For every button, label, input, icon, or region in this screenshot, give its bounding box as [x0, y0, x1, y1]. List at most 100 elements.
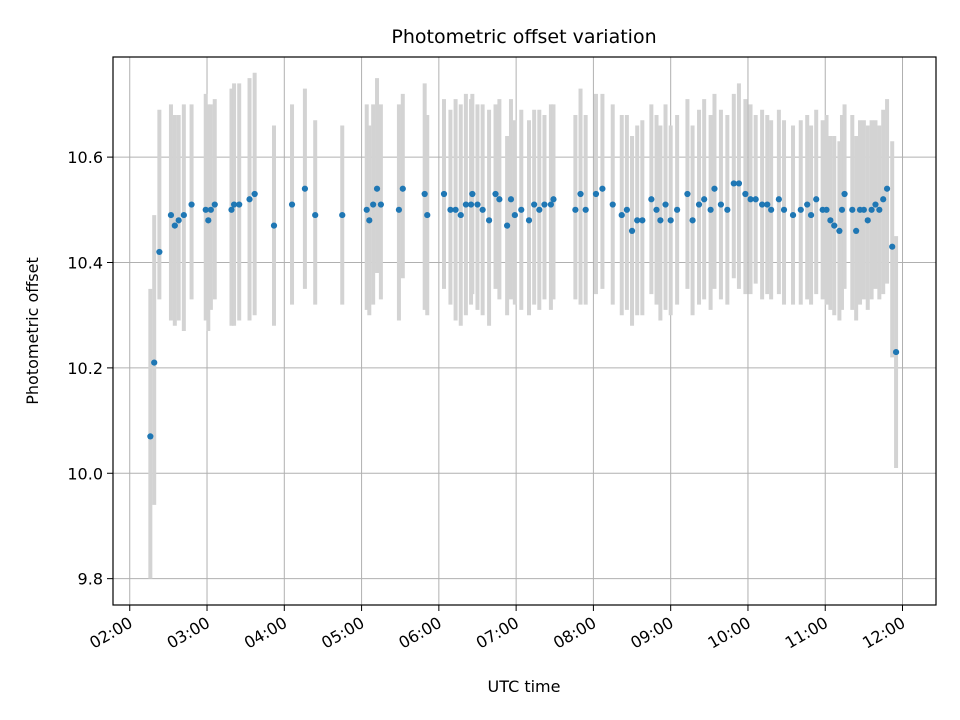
data-point — [518, 206, 525, 213]
data-point — [228, 206, 235, 213]
data-point — [768, 206, 775, 213]
data-point — [592, 190, 600, 198]
data-point — [373, 185, 381, 192]
y-tick-label: 10.6 — [67, 148, 103, 167]
data-point — [167, 211, 175, 219]
data-point — [752, 196, 759, 203]
data-point — [662, 201, 669, 208]
data-point — [864, 217, 871, 224]
data-point — [657, 217, 664, 224]
data-point — [301, 185, 309, 192]
data-point — [853, 227, 860, 234]
data-point — [492, 190, 499, 198]
data-point — [496, 196, 503, 203]
data-point — [653, 206, 660, 213]
data-point — [582, 206, 589, 213]
data-point — [599, 185, 606, 192]
data-point — [868, 206, 875, 213]
data-point — [674, 206, 681, 213]
data-point — [205, 217, 212, 224]
data-point — [892, 348, 900, 356]
data-point — [236, 201, 243, 208]
data-point — [467, 201, 475, 208]
data-point — [609, 201, 616, 208]
plot-frame — [112, 56, 937, 606]
data-point — [312, 211, 319, 219]
y-tick-label: 10.4 — [67, 254, 103, 273]
x-axis-label: UTC time — [488, 677, 561, 696]
y-axis: 9.8 10.0 10.2 10.4 10.6 — [67, 148, 113, 589]
data-point — [797, 206, 804, 213]
data-point — [701, 196, 708, 203]
data-point — [511, 211, 518, 219]
data-point — [883, 185, 891, 192]
data-point — [735, 180, 743, 187]
data-point — [667, 217, 674, 224]
data-point — [288, 201, 296, 208]
data-point — [876, 206, 883, 213]
data-point — [695, 201, 703, 208]
data-point — [827, 217, 834, 224]
data-point — [775, 196, 782, 203]
data-point — [211, 201, 218, 208]
data-point — [880, 196, 887, 203]
data-point — [742, 190, 749, 198]
y-tick-label: 9.8 — [78, 570, 103, 589]
y-tick-label: 10.2 — [67, 359, 103, 378]
data-point — [452, 206, 459, 213]
data-point — [504, 222, 511, 229]
data-point — [730, 180, 737, 187]
data-point — [147, 433, 154, 440]
data-point — [462, 201, 469, 208]
data-point — [648, 196, 655, 203]
data-point — [823, 206, 830, 213]
data-point — [831, 222, 838, 229]
data-point — [872, 201, 879, 208]
data-point — [639, 217, 646, 224]
data-point — [841, 190, 848, 198]
data-point — [550, 196, 557, 203]
data-point — [202, 206, 209, 213]
data-point — [813, 196, 820, 203]
data-point — [457, 211, 464, 219]
data-point — [447, 206, 454, 213]
data-point — [724, 206, 731, 213]
data-point — [180, 211, 187, 219]
data-point — [889, 243, 896, 250]
data-point — [246, 196, 253, 203]
data-point — [370, 201, 377, 208]
data-point — [399, 185, 406, 192]
data-point — [531, 201, 538, 208]
data-point — [151, 359, 158, 366]
data-point — [759, 201, 766, 208]
data-point — [485, 217, 493, 224]
data-point — [251, 190, 258, 198]
data-point — [156, 248, 163, 256]
data-point — [836, 227, 843, 234]
y-axis-label: Photometric offset — [23, 257, 42, 405]
data-point — [536, 206, 543, 213]
data-point — [572, 206, 579, 213]
data-point — [684, 190, 691, 198]
y-tick-label: 10.0 — [67, 464, 103, 483]
data-point — [707, 206, 714, 213]
data-point — [838, 206, 846, 213]
data-point — [171, 222, 178, 229]
data-point — [188, 201, 195, 208]
data-point — [623, 206, 630, 213]
data-point — [479, 206, 486, 213]
data-point — [689, 217, 696, 224]
data-point — [395, 206, 403, 213]
data-point — [618, 211, 625, 219]
data-point — [440, 190, 448, 198]
data-point — [525, 217, 533, 224]
data-point — [807, 211, 815, 219]
data-point — [366, 217, 373, 224]
data-point — [421, 190, 428, 198]
data-point — [577, 190, 584, 198]
data-point — [711, 185, 718, 192]
data-point — [207, 206, 214, 213]
data-point — [175, 217, 182, 224]
